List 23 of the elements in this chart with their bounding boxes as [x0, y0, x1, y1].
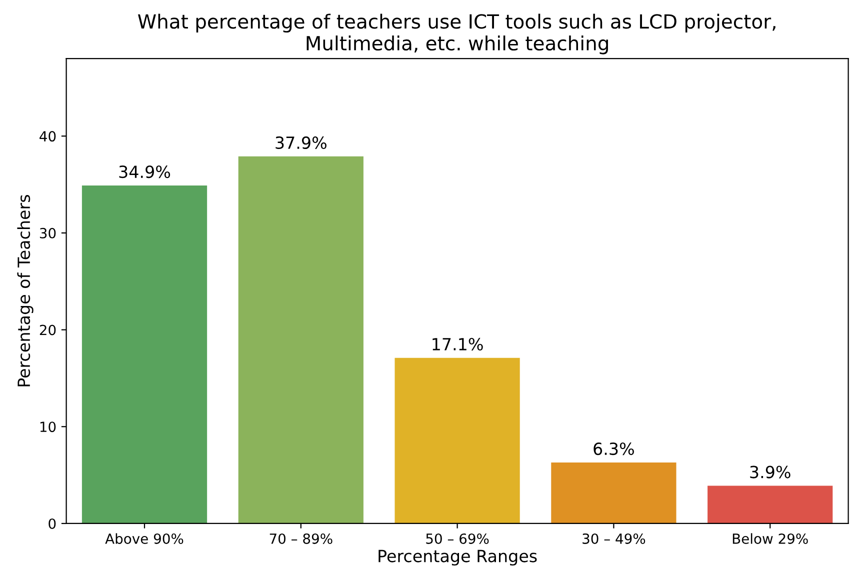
- y-axis-title: Percentage of Teachers: [17, 194, 34, 386]
- y-tick-label: 20: [40, 324, 56, 336]
- bar: [238, 156, 364, 524]
- bar: [82, 185, 208, 524]
- data-label: 37.9%: [276, 136, 326, 150]
- data-label: 17.1%: [432, 338, 483, 350]
- y-tick-label: 30: [40, 228, 56, 238]
- bar: [708, 486, 833, 524]
- x-tick-label: 50 – 69%: [426, 533, 489, 544]
- y-tick-label: 40: [40, 131, 56, 142]
- y-tick-label: 0: [48, 518, 56, 529]
- x-tick-label: Above 90%: [105, 533, 184, 544]
- data-label: 3.9%: [750, 466, 790, 478]
- data-label: 34.9%: [119, 165, 170, 178]
- bar: [394, 358, 520, 524]
- x-axis-title: Percentage Ranges: [378, 550, 537, 566]
- x-tick-label: 70 – 89%: [270, 533, 332, 544]
- y-tick-label: 10: [40, 422, 56, 432]
- chart-title: What percentage of teachers use ICT tools such as LCD projector, Multimedia, etc. while teaching: [138, 14, 776, 54]
- x-tick-label: 30 – 49%: [582, 533, 646, 544]
- bar: [551, 462, 676, 524]
- x-tick-label: Below 29%: [732, 533, 808, 544]
- data-label: 6.3%: [594, 442, 634, 456]
